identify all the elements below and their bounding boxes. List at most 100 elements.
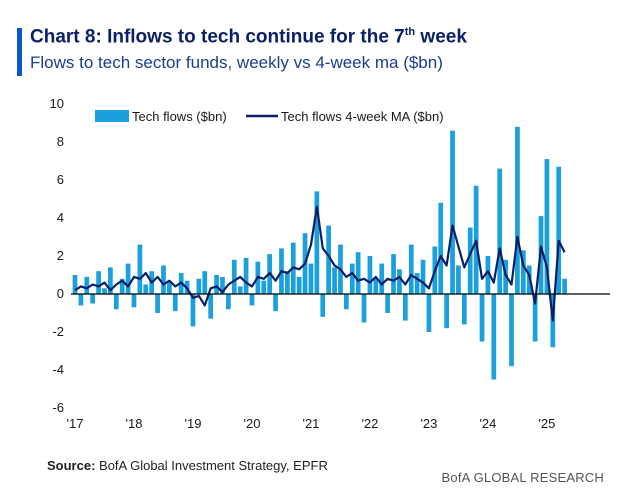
tech-flows-bar — [125, 263, 131, 294]
tech-flows-bar — [343, 294, 349, 310]
chart-subtitle: Flows to tech sector funds, weekly vs 4-… — [30, 53, 443, 72]
tech-flows-bar — [119, 278, 125, 294]
y-tick-label: 4 — [57, 210, 64, 225]
tech-flows-bar — [456, 265, 461, 294]
tech-flows-bar — [167, 282, 172, 294]
tech-flows-bar — [155, 294, 160, 313]
tech-flows-bar — [408, 244, 414, 294]
tech-flows-bar — [102, 288, 107, 294]
y-tick-label: 8 — [57, 134, 64, 149]
tech-flows-bar — [355, 252, 361, 294]
x-tick-label: '19 — [185, 416, 202, 431]
tech-flows-bar — [84, 276, 90, 294]
tech-flows-bar — [562, 278, 567, 294]
x-tick-label: '23 — [420, 416, 437, 431]
y-tick-label: 10 — [50, 96, 64, 111]
tech-flows-bar — [214, 275, 219, 294]
tech-flows-bar — [391, 254, 396, 294]
y-tick-label: -2 — [52, 324, 64, 339]
tech-flows-bar — [196, 278, 202, 294]
tech-flows-bar — [509, 294, 514, 367]
tech-flows-bar — [349, 263, 355, 294]
tech-flows-bar — [78, 294, 84, 306]
tech-flows-bar — [137, 244, 143, 294]
tech-flows-bar — [520, 250, 526, 294]
source-text: BofA Global Investment Strategy, EPFR — [95, 458, 328, 473]
y-axis-ticks: 10 8 6 4 2 0 -2 -4 -6 — [50, 96, 64, 415]
chart-legend: Tech flows ($bn) Tech flows 4-week MA ($… — [95, 109, 444, 124]
y-tick-label: -6 — [52, 400, 64, 415]
tech-flows-bar — [361, 294, 367, 323]
tech-flows-bar — [420, 259, 426, 294]
tech-flows-bar — [90, 294, 96, 304]
tech-flows-bar — [220, 276, 225, 294]
tech-flows-bar — [373, 278, 379, 294]
x-axis-ticks: '17 '18 '19 '20 '21 '22 '23 '24 '25 — [67, 416, 556, 431]
chart-title-end: week — [415, 26, 467, 48]
tech-flows-bar — [226, 294, 231, 310]
x-tick-label: '22 — [361, 416, 378, 431]
tech-flows-bar — [332, 267, 337, 294]
tech-flows-bars — [72, 126, 567, 380]
tech-flows-bar — [461, 294, 467, 325]
x-tick-label: '24 — [479, 416, 496, 431]
x-tick-label: '20 — [243, 416, 260, 431]
tech-flows-bar — [385, 294, 390, 313]
tech-flows-bar — [532, 294, 538, 342]
tech-flows-bar — [231, 259, 237, 294]
tech-flows-bar — [161, 265, 166, 294]
tech-flows-bar — [450, 130, 455, 294]
tech-flows-bar — [131, 294, 137, 308]
tech-flows-bar — [249, 294, 255, 306]
tech-flows-bar — [208, 294, 214, 319]
tech-flows-bar — [143, 284, 149, 294]
tech-flows-bar — [479, 294, 485, 342]
title-accent-bar — [17, 28, 22, 76]
tech-flows-bar — [491, 294, 497, 380]
ma-line-series — [74, 205, 566, 322]
tech-flows-bar — [379, 263, 385, 294]
tech-flows-bar — [444, 294, 449, 329]
y-tick-label: -4 — [52, 362, 64, 377]
tech-flows-bar — [190, 294, 196, 327]
tech-flows-bar — [72, 275, 78, 294]
legend-swatch-bars — [95, 110, 129, 122]
tech-flows-bar — [397, 269, 402, 294]
tech-flows-bar — [320, 294, 326, 317]
chart-title: Chart 8: Inflows to tech continue for th… — [30, 26, 467, 48]
tech-flows-bar — [402, 294, 408, 321]
tech-flows-bar — [108, 267, 113, 294]
tech-flows-bar — [467, 227, 473, 294]
tech-flows-bar — [172, 294, 178, 312]
tech-flows-bar — [202, 271, 208, 294]
tech-flows-bar — [556, 166, 562, 294]
y-tick-label: 0 — [57, 286, 64, 301]
x-tick-label: '17 — [67, 416, 84, 431]
tech-flows-bar — [438, 202, 444, 294]
tech-flows-bar — [261, 280, 267, 294]
tech-flows-bar — [544, 159, 550, 294]
x-tick-label: '18 — [126, 416, 143, 431]
tech-flows-bar — [367, 256, 373, 294]
tech-flows-bar — [314, 191, 320, 294]
y-tick-label: 6 — [57, 172, 64, 187]
tech-flows-bar — [497, 168, 503, 294]
x-tick-label: '25 — [538, 416, 555, 431]
tech-flows-bar — [243, 257, 249, 294]
source-note: Source: BofA Global Investment Strategy,… — [47, 458, 328, 473]
tech-flows-bar — [96, 271, 101, 294]
tech-flows-bar — [285, 271, 290, 294]
tech-flows-bar — [326, 225, 332, 294]
tech-flows-bar — [296, 276, 302, 294]
x-tick-label: '21 — [302, 416, 319, 431]
source-label: Source: — [47, 458, 96, 473]
tech-flows-bar — [308, 263, 314, 294]
tech-flows-bar — [237, 286, 243, 294]
legend-label-bars: Tech flows ($bn) — [132, 109, 227, 124]
y-tick-label: 2 — [57, 248, 64, 263]
chart-title-main: Chart 8: Inflows to tech continue for th… — [30, 26, 405, 48]
flows-chart: 10 8 6 4 2 0 -2 -4 -6 '17 '18 '19 '20 '21 '22 '23 '24 '2… — [50, 96, 610, 431]
brand-logo-text: BofA GLOBAL RESEARCH — [441, 470, 604, 485]
tech-flows-bar — [485, 256, 491, 294]
tech-flows-bar — [273, 294, 278, 312]
